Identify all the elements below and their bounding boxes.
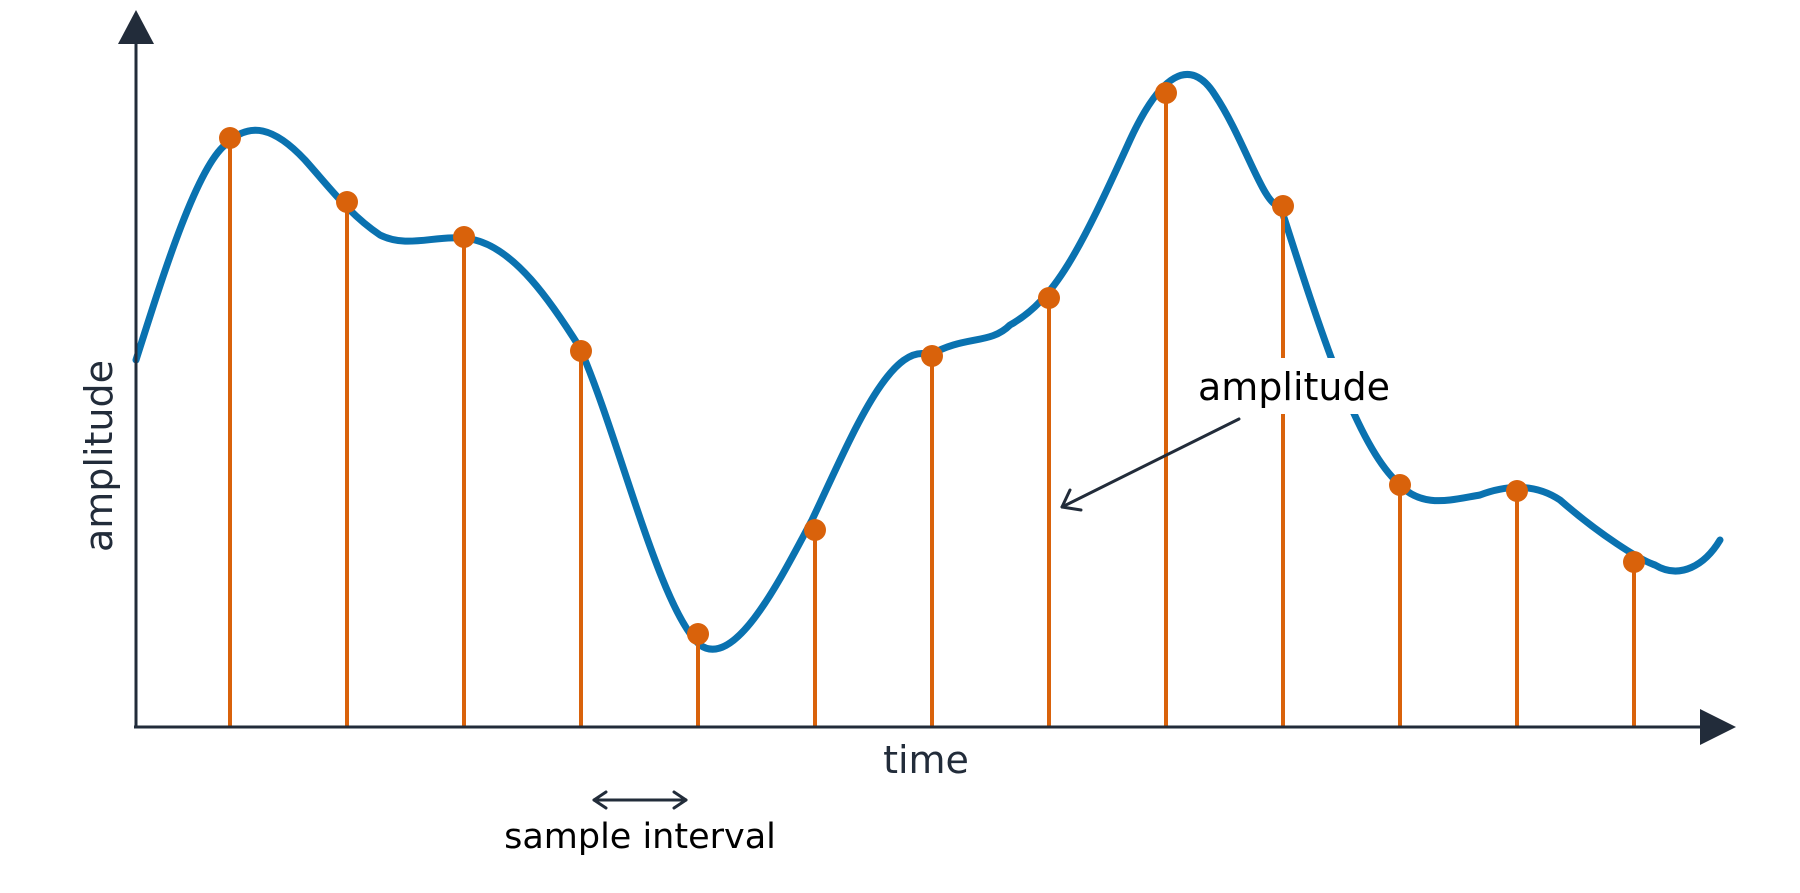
sample-dot	[687, 623, 709, 645]
sample-dot	[336, 191, 358, 213]
sample-dot	[1038, 287, 1060, 309]
sample-dot	[1506, 480, 1528, 502]
sample-dot	[1155, 82, 1177, 104]
sample-interval-arrow	[592, 790, 688, 810]
sample-interval-label: sample interval	[504, 817, 776, 857]
amplitude-annotation-background	[1185, 358, 1405, 414]
amplitude-pointer-arrow	[1060, 417, 1241, 512]
sample-dot	[570, 340, 592, 362]
sample-points	[219, 82, 1645, 726]
y-axis-arrowhead	[118, 10, 154, 44]
amplitude-annotation: amplitude	[1198, 365, 1390, 409]
x-axis-label: time	[883, 738, 969, 782]
sample-dot	[1623, 551, 1645, 573]
y-axis-label: amplitude	[77, 360, 121, 552]
sample-dot	[921, 345, 943, 367]
sample-dot	[1389, 474, 1411, 496]
sample-dot	[1272, 195, 1294, 217]
sample-dot	[453, 226, 475, 248]
sample-dot	[219, 127, 241, 149]
sample-dot	[804, 519, 826, 541]
x-axis-arrowhead	[1700, 709, 1736, 745]
